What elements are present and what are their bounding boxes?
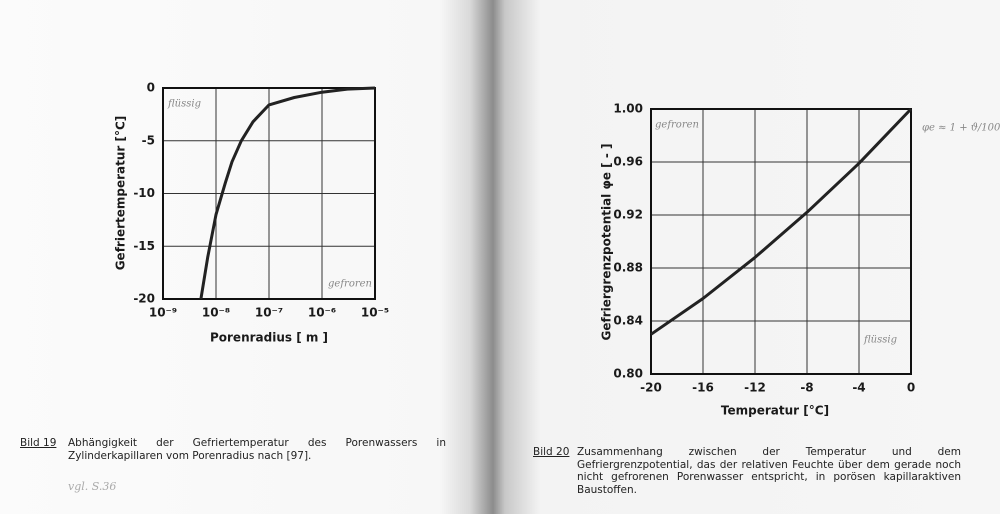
x-axis-label: Porenradius [ m ] <box>210 331 328 345</box>
y-tick-label: -10 <box>133 186 155 200</box>
y-tick-label: 0.96 <box>613 155 643 169</box>
y-tick-label: 0.84 <box>613 314 643 328</box>
y-tick-label: 0.80 <box>613 367 643 381</box>
plot-frame <box>650 108 912 375</box>
y-axis-label: Gefriertemperatur [°C] <box>114 116 128 271</box>
x-tick-label: -16 <box>692 381 714 395</box>
data-line <box>199 86 376 300</box>
x-tick-label: 10⁻⁸ <box>202 306 230 320</box>
y-axis-label: Gefriergrenzpotential φe [ - ] <box>600 144 614 341</box>
y-tick-label: -5 <box>142 133 155 147</box>
annotation: gefroren <box>655 120 699 131</box>
y-tick-label: -15 <box>133 239 155 253</box>
annotation: φe ≈ 1 + ϑ/100 <box>922 123 1000 134</box>
x-tick-label: -12 <box>744 381 766 395</box>
x-tick-label: -8 <box>800 381 813 395</box>
x-axis-label: Temperatur [°C] <box>721 404 829 418</box>
annotation: flüssig <box>167 99 201 110</box>
y-tick-label: 1.00 <box>613 102 643 116</box>
x-tick-label: -20 <box>640 381 662 395</box>
y-tick-label: 0 <box>147 81 155 95</box>
caption-label: Bild 20 <box>533 446 570 458</box>
y-tick-label: 0.88 <box>613 261 643 275</box>
y-tick-label: 0.92 <box>613 208 643 222</box>
x-tick-label: 10⁻⁹ <box>149 306 177 320</box>
plot-frame <box>162 87 376 300</box>
x-tick-label: 0 <box>907 381 915 395</box>
caption-text: Abhängigkeit der Gefriertemperatur des P… <box>68 437 446 462</box>
caption-text: Zusammenhang zwischen der Temperatur und… <box>577 446 961 496</box>
x-tick-label: -4 <box>852 381 865 395</box>
data-line <box>650 107 913 336</box>
x-tick-label: 10⁻⁶ <box>308 306 336 320</box>
annotation: gefroren <box>328 279 372 290</box>
handwritten-note: vgl. S.36 <box>68 480 117 493</box>
y-tick-label: -20 <box>133 292 155 306</box>
caption-label: Bild 19 <box>20 437 57 449</box>
x-tick-label: 10⁻⁵ <box>361 306 389 320</box>
annotation: flüssig <box>863 335 897 346</box>
x-tick-label: 10⁻⁷ <box>255 306 283 320</box>
